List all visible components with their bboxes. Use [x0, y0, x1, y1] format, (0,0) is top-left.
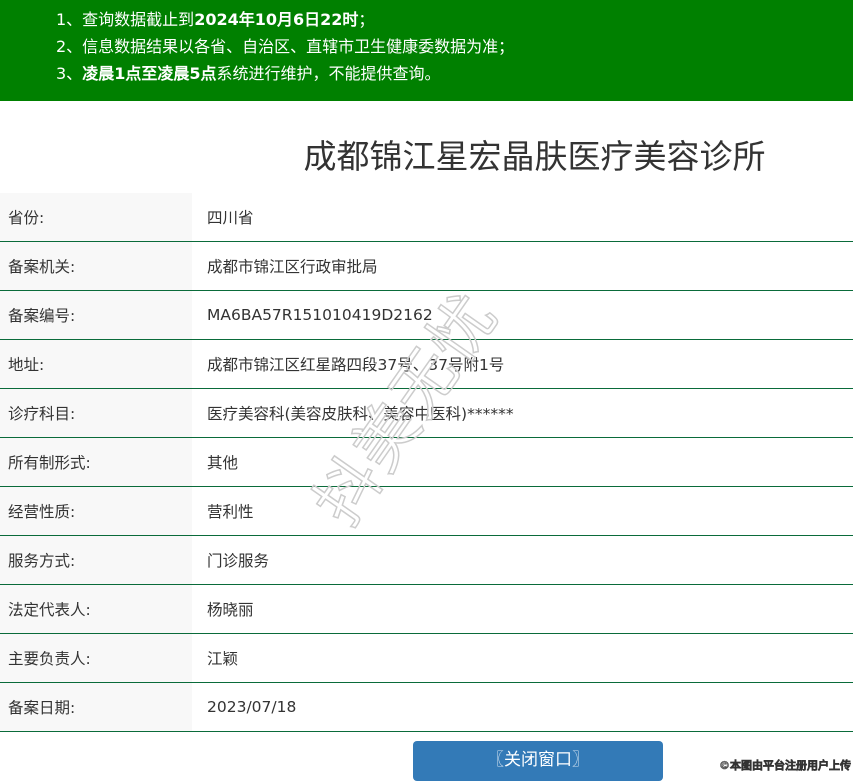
notice-line-3: 3、凌晨1点至凌晨5点系统进行维护，不能提供查询。 — [56, 64, 441, 83]
close-window-button[interactable]: 〖关闭窗口〗 — [413, 741, 663, 781]
table-row: 备案机关: 成都市锦江区行政审批局 — [0, 241, 853, 291]
table-row: 所有制形式: 其他 — [0, 437, 853, 487]
table-row: 备案编号: MA6BA57R151010419D2162 — [0, 290, 853, 340]
page-title: 成都锦江星宏晶肤医疗美容诊所 — [303, 137, 766, 176]
row-label: 省份: — [0, 193, 192, 242]
row-label: 所有制形式: — [0, 437, 192, 487]
row-label: 主要负责人: — [0, 633, 192, 683]
row-label: 备案日期: — [0, 682, 192, 732]
row-label: 诊疗科目: — [0, 388, 192, 438]
row-value: 四川省 — [192, 193, 853, 242]
notice-line-1: 1、查询数据截止到2024年10月6日22时； — [56, 10, 375, 29]
table-row: 省份: 四川省 — [0, 193, 853, 242]
row-value: 门诊服务 — [192, 535, 853, 585]
row-label: 备案编号: — [0, 290, 192, 340]
table-row: 地址: 成都市锦江区红星路四段37号、37号附1号 — [0, 339, 853, 389]
row-value: 江颖 — [192, 633, 853, 683]
row-label: 地址: — [0, 339, 192, 389]
row-value: 营利性 — [192, 486, 853, 536]
row-value: 杨晓丽 — [192, 584, 853, 634]
table-row: 备案日期: 2023/07/18 — [0, 682, 853, 732]
row-label: 法定代表人: — [0, 584, 192, 634]
table-row: 经营性质: 营利性 — [0, 486, 853, 536]
row-value: 其他 — [192, 437, 853, 487]
row-label: 服务方式: — [0, 535, 192, 585]
table-row: 服务方式: 门诊服务 — [0, 535, 853, 585]
row-value: 成都市锦江区行政审批局 — [192, 241, 853, 291]
table-row: 主要负责人: 江颖 — [0, 633, 853, 683]
row-label: 备案机关: — [0, 241, 192, 291]
notice-banner: 1、查询数据截止到2024年10月6日22时； 2、信息数据结果以各省、自治区、… — [0, 0, 853, 101]
row-value: 医疗美容科(美容皮肤科、美容中医科)****** — [192, 388, 853, 438]
table-row: 法定代表人: 杨晓丽 — [0, 584, 853, 634]
notice-line-2: 2、信息数据结果以各省、自治区、直辖市卫生健康委数据为准； — [56, 37, 515, 56]
row-value: 2023/07/18 — [192, 682, 853, 732]
table-row: 诊疗科目: 医疗美容科(美容皮肤科、美容中医科)****** — [0, 388, 853, 438]
row-label: 经营性质: — [0, 486, 192, 536]
row-value: MA6BA57R151010419D2162 — [192, 290, 853, 340]
info-table: 省份: 四川省 备案机关: 成都市锦江区行政审批局 备案编号: MA6BA57R15101… — [0, 193, 853, 732]
row-value: 成都市锦江区红星路四段37号、37号附1号 — [192, 339, 853, 389]
copyright-notice: ©本图由平台注册用户上传 — [719, 759, 852, 773]
